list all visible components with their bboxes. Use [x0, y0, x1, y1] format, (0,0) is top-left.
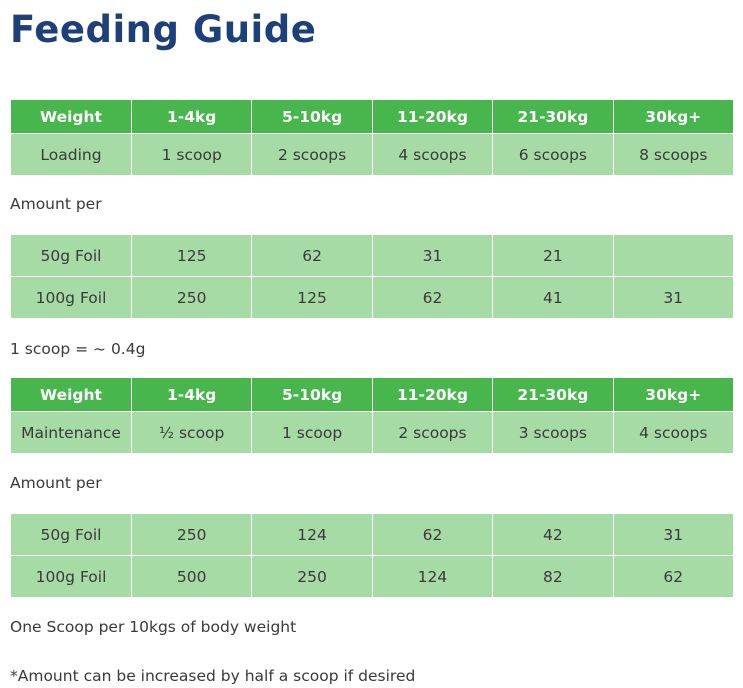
table-cell: 250	[251, 555, 373, 597]
table-row: 50g Foil 250 124 62 42 31	[10, 514, 735, 556]
table-cell: 1 scoop	[130, 133, 253, 175]
table-cell: ½ scoop	[130, 411, 253, 453]
table-cell: 2 scoops	[251, 133, 373, 175]
table-cell: 31	[612, 514, 735, 556]
table-cell: 42	[492, 514, 614, 556]
loading-row: Loading 1 scoop 2 scoops 4 scoops 6 scoo…	[10, 133, 735, 175]
header-5-10kg: 5-10kg	[251, 378, 373, 412]
footnote: *Amount can be increased by half a scoop…	[10, 667, 416, 685]
scoop-rule: One Scoop per 10kgs of body weight	[10, 618, 297, 636]
scoop-note: 1 scoop = ~ 0.4g	[10, 340, 146, 358]
table-row: 100g Foil 250 125 62 41 31	[10, 276, 735, 318]
header-1-4kg: 1-4kg	[130, 100, 253, 134]
row-label: Maintenance	[10, 411, 132, 453]
table-cell: 125	[130, 235, 253, 277]
table-cell: 250	[130, 276, 253, 318]
table-row: 50g Foil 125 62 31 21	[10, 235, 735, 277]
row-label: 50g Foil	[10, 514, 132, 556]
table-cell: 125	[251, 276, 373, 318]
header-11-20kg: 11-20kg	[371, 378, 494, 412]
table-cell: 2 scoops	[371, 411, 494, 453]
row-label: 100g Foil	[10, 276, 132, 318]
loading-table: Weight 1-4kg 5-10kg 11-20kg 21-30kg 30kg…	[10, 100, 735, 175]
row-label: 50g Foil	[10, 235, 132, 277]
maintenance-amounts-table: 50g Foil 250 124 62 42 31 100g Foil 500 …	[10, 514, 735, 597]
header-weight: Weight	[10, 378, 132, 412]
table-cell: 500	[130, 555, 253, 597]
table-cell: 1 scoop	[251, 411, 373, 453]
table-cell: 250	[130, 514, 253, 556]
table-cell: 3 scoops	[492, 411, 614, 453]
loading-amount-label: Amount per	[10, 195, 102, 213]
table-cell: 124	[251, 514, 373, 556]
row-label: Loading	[10, 133, 132, 175]
maintenance-row: Maintenance ½ scoop 1 scoop 2 scoops 3 s…	[10, 411, 735, 453]
table-row: 100g Foil 500 250 124 82 62	[10, 555, 735, 597]
table-cell: 8 scoops	[612, 133, 735, 175]
header-21-30kg: 21-30kg	[492, 378, 614, 412]
header-5-10kg: 5-10kg	[251, 100, 373, 134]
loading-header-row: Weight 1-4kg 5-10kg 11-20kg 21-30kg 30kg…	[10, 100, 735, 134]
table-cell: 6 scoops	[492, 133, 614, 175]
table-cell	[612, 235, 735, 277]
maintenance-header-row: Weight 1-4kg 5-10kg 11-20kg 21-30kg 30kg…	[10, 378, 735, 412]
header-11-20kg: 11-20kg	[371, 100, 494, 134]
table-cell: 41	[492, 276, 614, 318]
header-30kg-plus: 30kg+	[612, 100, 735, 134]
maintenance-amount-label: Amount per	[10, 474, 102, 492]
table-cell: 62	[251, 235, 373, 277]
table-cell: 21	[492, 235, 614, 277]
table-cell: 124	[371, 555, 494, 597]
page-title: Feeding Guide	[10, 8, 317, 51]
table-cell: 62	[371, 276, 494, 318]
loading-amounts-table: 50g Foil 125 62 31 21 100g Foil 250 125 …	[10, 235, 735, 318]
header-1-4kg: 1-4kg	[130, 378, 253, 412]
header-21-30kg: 21-30kg	[492, 100, 614, 134]
table-cell: 31	[371, 235, 494, 277]
table-cell: 82	[492, 555, 614, 597]
table-cell: 31	[612, 276, 735, 318]
maintenance-table: Weight 1-4kg 5-10kg 11-20kg 21-30kg 30kg…	[10, 378, 735, 453]
table-cell: 4 scoops	[612, 411, 735, 453]
table-cell: 4 scoops	[371, 133, 494, 175]
table-cell: 62	[612, 555, 735, 597]
table-cell: 62	[371, 514, 494, 556]
header-weight: Weight	[10, 100, 132, 134]
header-30kg-plus: 30kg+	[612, 378, 735, 412]
row-label: 100g Foil	[10, 555, 132, 597]
